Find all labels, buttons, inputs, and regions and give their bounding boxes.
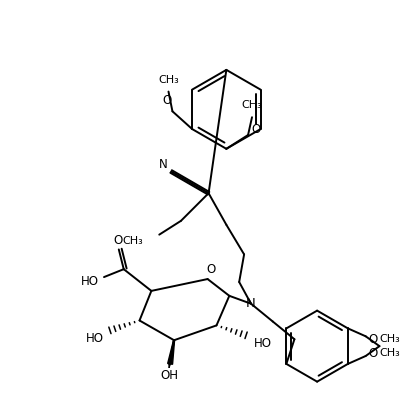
Text: N: N <box>158 158 167 171</box>
Text: CH₃: CH₃ <box>122 236 143 246</box>
Polygon shape <box>169 340 174 368</box>
Text: O: O <box>367 347 376 359</box>
Text: HO: HO <box>253 337 271 350</box>
Text: OH: OH <box>160 369 178 382</box>
Text: O: O <box>367 333 376 346</box>
Text: CH₃: CH₃ <box>378 334 399 344</box>
Polygon shape <box>167 340 174 364</box>
Text: O: O <box>205 263 215 276</box>
Text: O: O <box>113 234 122 247</box>
Text: HO: HO <box>81 274 99 287</box>
Text: CH₃: CH₃ <box>241 100 262 111</box>
Text: HO: HO <box>86 332 104 345</box>
Text: CH₃: CH₃ <box>378 348 399 358</box>
Text: N: N <box>245 297 255 310</box>
Text: O: O <box>251 123 260 136</box>
Text: CH₃: CH₃ <box>158 75 178 85</box>
Text: O: O <box>162 94 171 107</box>
